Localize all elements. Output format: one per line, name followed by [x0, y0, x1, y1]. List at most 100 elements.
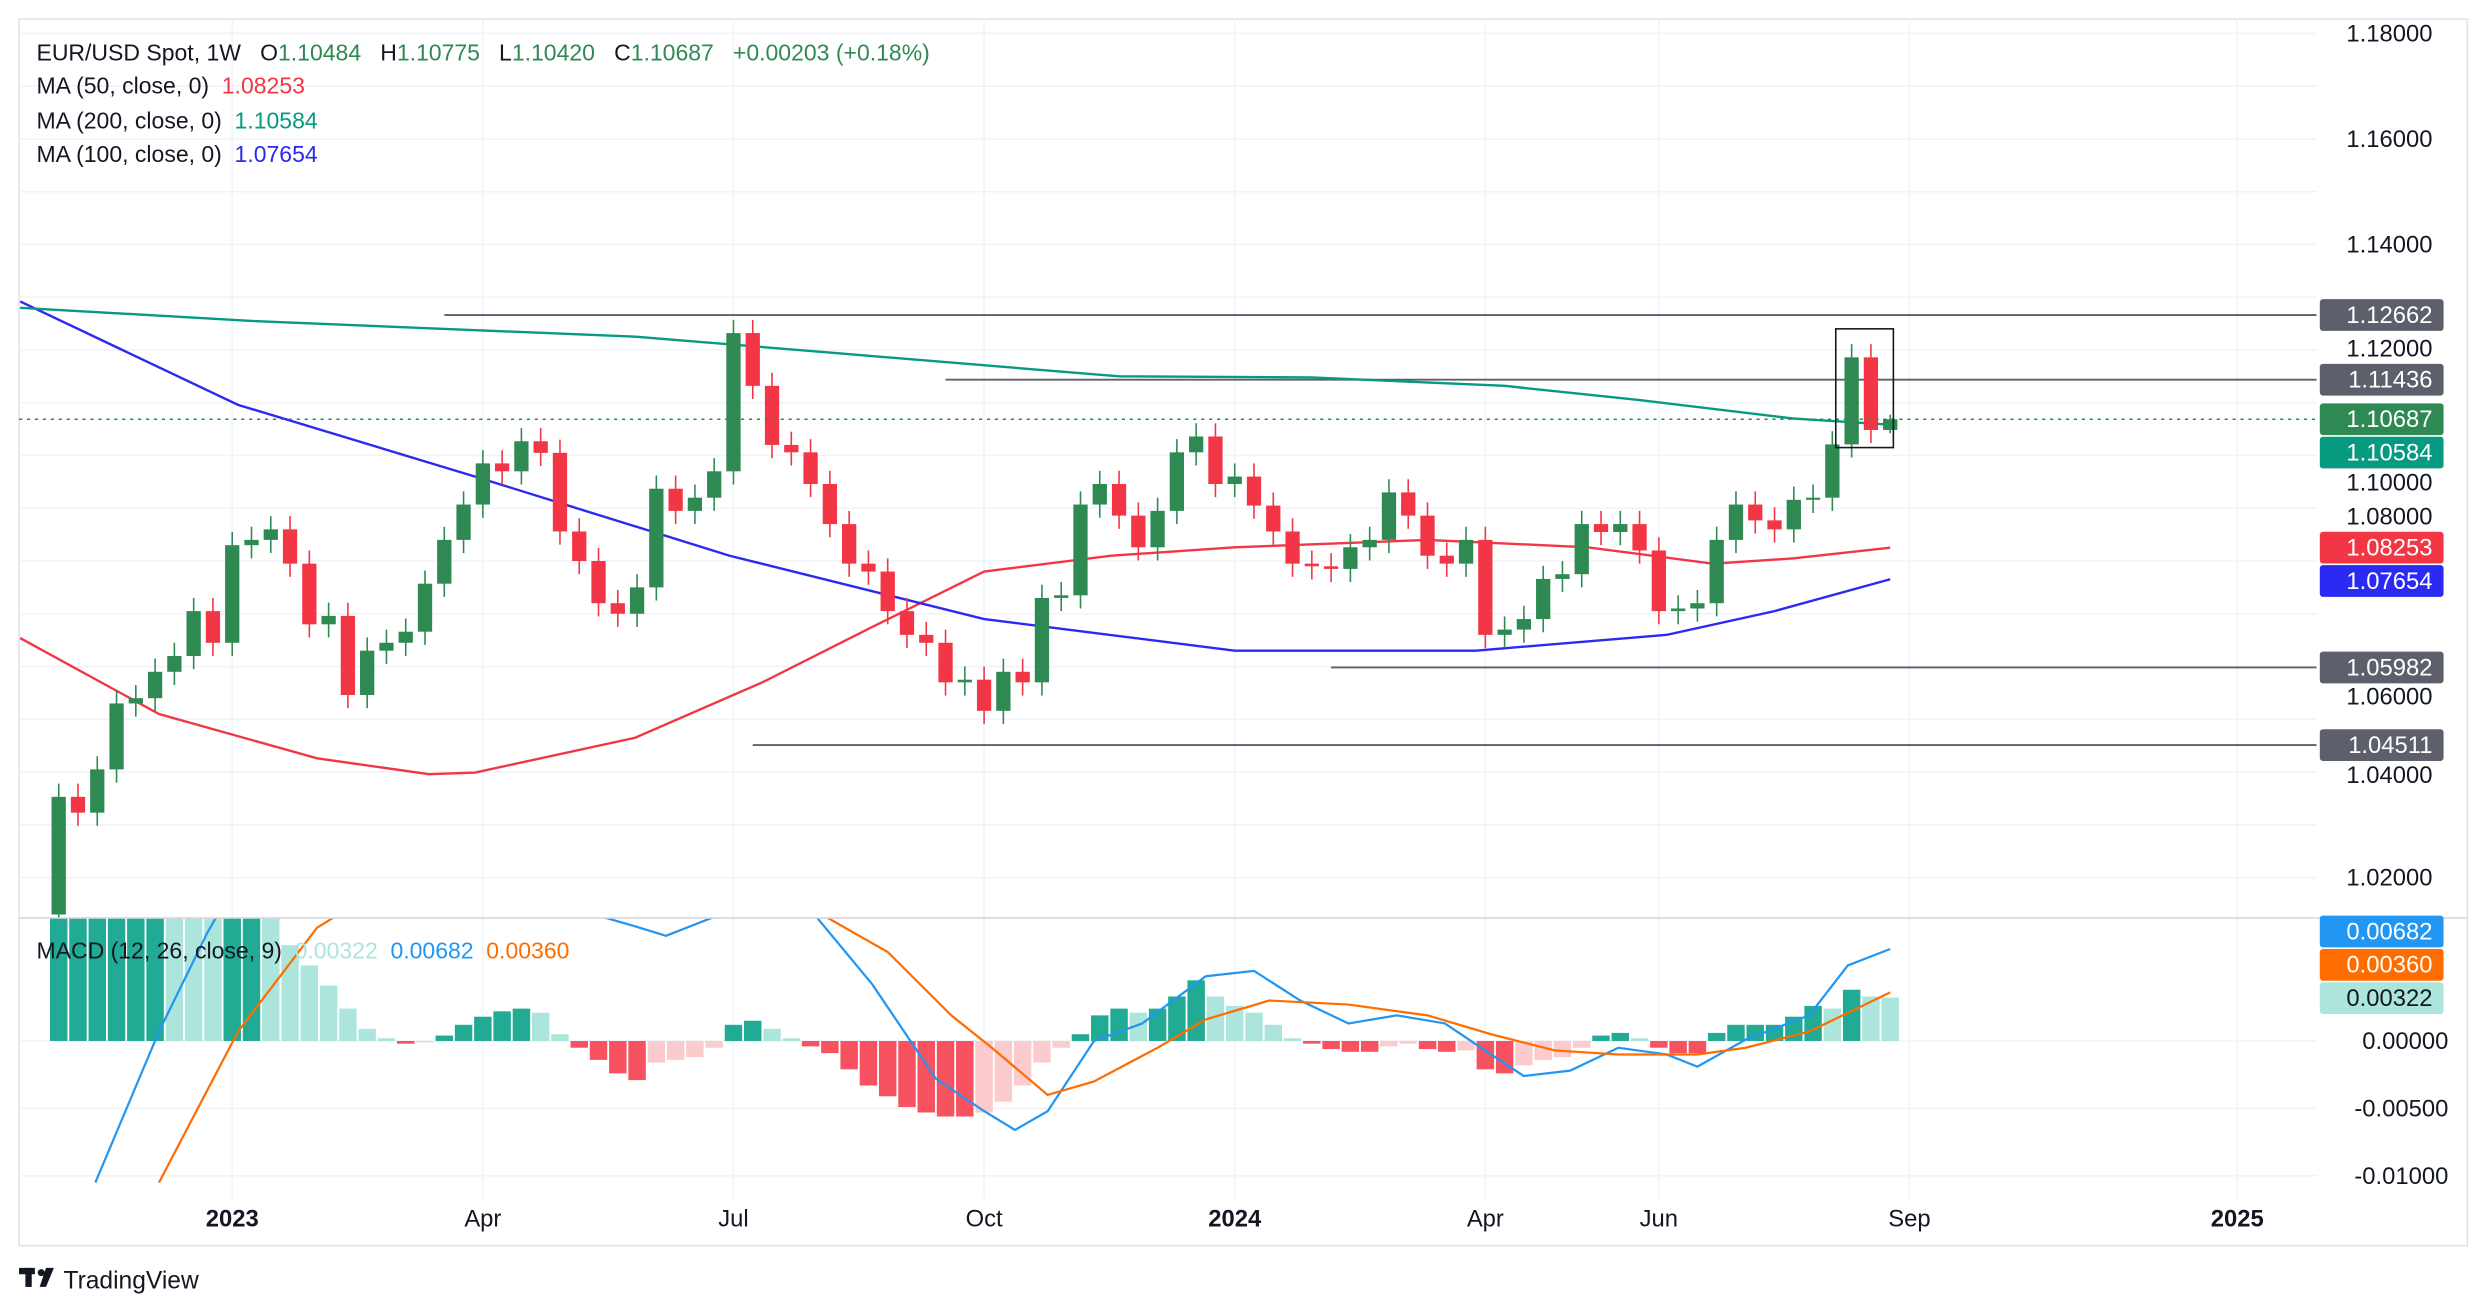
macd-signal-badge-bg — [2319, 948, 2444, 981]
svg-text:EUR/USD Spot, 1W O1.1048: EUR/USD Spot, 1W O1.10484 H1.10775 L1.10… — [36, 39, 929, 65]
candle-down — [842, 524, 857, 564]
candle-down — [861, 563, 876, 572]
candle-down — [552, 452, 568, 532]
candle-down — [572, 531, 587, 562]
candle-down — [282, 529, 298, 564]
candle-up — [1497, 629, 1512, 635]
macd-histogram-bar — [647, 1040, 666, 1063]
candle-down — [745, 333, 760, 386]
macd-histogram-bar — [107, 918, 126, 1041]
candle-up — [1343, 547, 1358, 569]
candle-up — [514, 441, 529, 472]
candle-down — [899, 611, 915, 635]
macd-line-badge-bg — [2319, 915, 2444, 948]
time-tick-label: Apr — [464, 1206, 501, 1233]
macd-histogram-bar — [1168, 996, 1186, 1041]
candle-up — [360, 650, 375, 696]
candle-down — [938, 642, 953, 683]
macd-histogram-bar — [454, 1024, 473, 1041]
price-tick-label: 1.18000 — [2346, 20, 2432, 47]
macd-hist-badge: 0.00322 — [2346, 985, 2432, 1012]
candle-down — [1401, 492, 1416, 516]
ma100-label: MA (100, close, 0) — [36, 141, 221, 167]
ma50-line — [19, 538, 1891, 776]
price-pane — [19, 300, 2317, 918]
macd-histogram-bar — [493, 1011, 511, 1041]
candle-down — [1439, 555, 1454, 564]
macd-histogram-bar — [628, 1040, 646, 1081]
macd-histogram-bar — [1013, 1040, 1032, 1086]
candle-up — [996, 671, 1011, 711]
candle-down — [919, 634, 934, 643]
macd-label: MACD (12, 26, close, 9) — [36, 937, 281, 963]
ma50-badge-bg — [2319, 531, 2444, 564]
axes: 1.18000 1.16000 1.14000 1.12000 1.10000 1.080… — [206, 20, 2449, 1232]
candle-up — [1670, 608, 1686, 612]
macd-histogram-bar — [1553, 1040, 1572, 1058]
macd-histogram-bar — [840, 1040, 858, 1070]
price-tick-label: 1.10000 — [2346, 469, 2432, 496]
macd-histogram-bar — [1225, 1005, 1244, 1041]
candle-down — [1632, 524, 1647, 551]
candle-up — [1458, 539, 1474, 564]
macd-histogram-bar — [1033, 1040, 1051, 1063]
candle-up — [167, 655, 182, 672]
candle-down — [1246, 476, 1262, 506]
price-tick-label: 1.02000 — [2346, 864, 2432, 891]
candle-up — [1073, 504, 1088, 596]
candle-up — [1728, 504, 1744, 540]
candle-down — [1478, 539, 1493, 635]
macd-histogram-bar — [666, 1040, 685, 1060]
candle-down — [1748, 504, 1763, 521]
macd-histogram-bar — [1245, 1012, 1263, 1041]
macd-signal-value: 0.00360 — [486, 937, 569, 963]
candle-down — [784, 444, 799, 453]
macd-line-value: 0.00682 — [390, 937, 473, 963]
level-price-badge-bg — [2319, 299, 2444, 331]
candle-down — [1131, 515, 1146, 548]
candle-up — [225, 545, 240, 643]
macd-histogram-bar — [763, 1028, 781, 1041]
macd-histogram-bar — [319, 985, 338, 1041]
macd-histogram-bar — [917, 1040, 935, 1113]
candle-up — [1825, 444, 1840, 498]
candle-up — [244, 539, 259, 546]
time-tick-label: 2025 — [2211, 1206, 2264, 1233]
time-tick-label: Apr — [1467, 1206, 1504, 1233]
ma100-line — [19, 300, 1891, 652]
svg-text:MACD (12, 26, close, 9)0.00322: MACD (12, 26, close, 9) 0.00322 0.00682 0.0… — [36, 937, 569, 963]
candle-up — [379, 642, 394, 651]
candle-down — [1863, 357, 1879, 430]
tradingview-logo-icon — [19, 1267, 54, 1287]
macd-histogram-bar — [397, 1040, 415, 1044]
candle-up — [1054, 595, 1069, 598]
legend-open: 1.10484 — [278, 39, 361, 65]
legend-high: 1.10775 — [397, 39, 480, 65]
candle-up — [128, 698, 143, 704]
candle-down — [1593, 524, 1609, 532]
macd-histogram-bar — [1842, 989, 1861, 1041]
candle-up — [687, 497, 703, 511]
macd-histogram-bar — [1148, 1008, 1167, 1041]
macd-histogram-bar — [994, 1040, 1013, 1102]
candle-up — [1189, 436, 1204, 453]
macd-histogram-bar — [512, 1008, 531, 1041]
candle-up — [321, 615, 336, 625]
tradingview-logo[interactable]: TradingView — [19, 1268, 199, 1295]
level-price-badge: 1.12662 — [2346, 302, 2432, 329]
price-tick-label: 1.16000 — [2346, 126, 2432, 153]
candle-up — [1536, 578, 1551, 620]
legend: EUR/USD Spot, 1W O1.10484 H1.10775 L1.10… — [36, 39, 929, 963]
macd-histogram-bar — [69, 918, 87, 1041]
macd-tick-label: -0.00500 — [2354, 1095, 2448, 1122]
ma200-line — [20, 306, 1891, 426]
candle-up — [437, 539, 452, 584]
macd-histogram-bar — [1630, 1038, 1649, 1041]
macd-histogram-bar — [1399, 1040, 1417, 1044]
candle-down — [1323, 566, 1339, 569]
macd-histogram-bar — [1515, 1040, 1533, 1066]
candle-down — [70, 796, 86, 813]
macd-histogram-bar — [1264, 1024, 1283, 1041]
time-tick-label: 2024 — [1208, 1206, 1262, 1233]
